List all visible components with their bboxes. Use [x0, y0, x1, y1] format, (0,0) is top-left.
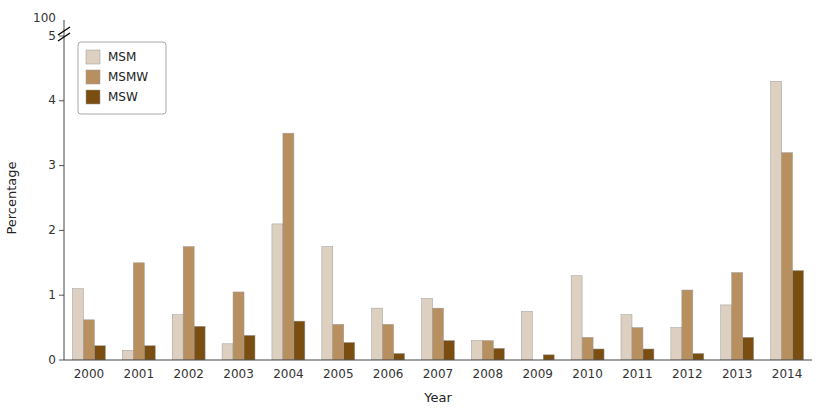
bar	[682, 290, 693, 360]
bar	[133, 263, 144, 360]
bar	[793, 271, 804, 360]
x-tick-label: 2009	[522, 367, 553, 381]
bars	[72, 81, 803, 360]
bar	[571, 276, 582, 360]
bar	[482, 341, 493, 360]
bar	[543, 355, 554, 360]
bar	[233, 292, 244, 360]
bar	[632, 328, 643, 360]
bar	[621, 315, 632, 360]
legend-label: MSM	[108, 50, 136, 64]
bar	[732, 273, 743, 360]
x-tick-label: 2004	[273, 367, 304, 381]
bar	[194, 326, 205, 360]
axis-break	[58, 33, 70, 41]
annotation: 100	[33, 11, 56, 25]
x-axis	[64, 360, 812, 361]
x-tick-label: 2014	[772, 367, 803, 381]
x-tick-label: 2012	[672, 367, 703, 381]
y-tick	[59, 360, 64, 361]
y-axis	[64, 20, 65, 360]
bar	[593, 349, 604, 360]
bar	[394, 354, 405, 360]
bar	[272, 224, 283, 360]
bar	[83, 320, 94, 360]
y-tick-label: 3	[48, 158, 56, 172]
bar	[422, 298, 433, 360]
bar	[582, 337, 593, 360]
bar	[222, 344, 233, 360]
bar	[372, 308, 383, 360]
bar	[172, 315, 183, 360]
x-tick-label: 2001	[124, 367, 155, 381]
bar	[721, 305, 732, 360]
legend-box	[78, 42, 166, 114]
x-tick-label: 2013	[722, 367, 753, 381]
bar	[433, 308, 444, 360]
legend-swatch	[86, 90, 100, 104]
y-tick	[59, 165, 64, 166]
bar	[771, 81, 782, 360]
bar	[643, 349, 654, 360]
y-tick-label: 2	[48, 223, 56, 237]
y-tick	[59, 230, 64, 231]
bar	[344, 343, 355, 360]
x-tick-label: 2008	[473, 367, 504, 381]
y-axis-label: Percentage	[4, 161, 19, 234]
bar	[183, 247, 194, 360]
legend: MSM MSMW MSW	[78, 42, 166, 114]
bar	[782, 153, 793, 360]
x-tick-label: 2007	[423, 367, 454, 381]
legend-label: MSMW	[108, 70, 148, 84]
bar	[94, 346, 105, 360]
bar	[671, 328, 682, 360]
y-tick	[59, 295, 64, 296]
x-tick-label: 2010	[572, 367, 603, 381]
y-tick-label: 4	[48, 93, 56, 107]
y-tick-label: 5	[48, 29, 56, 43]
bar	[122, 350, 133, 360]
legend-swatch	[86, 50, 100, 64]
bar	[244, 335, 255, 360]
bar	[443, 341, 454, 360]
x-tick-label: 2011	[622, 367, 653, 381]
x-tick-label: 2003	[223, 367, 254, 381]
y-tick	[59, 36, 64, 37]
bar	[333, 324, 344, 360]
bar	[144, 346, 155, 360]
bar	[743, 337, 754, 360]
bar	[294, 321, 305, 360]
bar	[471, 341, 482, 360]
bar	[72, 289, 83, 360]
bar	[322, 247, 333, 360]
y-tick	[59, 100, 64, 101]
bar	[493, 348, 504, 360]
chart: 0 1 2 3 4 5 2000 2001 2002 2003 2004 2005 2006 2007 20…	[0, 0, 828, 412]
x-tick-label: 2002	[173, 367, 204, 381]
x-tick-label: 2005	[323, 367, 354, 381]
bar	[283, 133, 294, 360]
bar	[383, 324, 394, 360]
y-tick-label: 1	[48, 288, 56, 302]
legend-swatch	[86, 70, 100, 84]
bar	[693, 354, 704, 360]
x-axis-label: Year	[423, 390, 452, 405]
x-tick-label: 2006	[373, 367, 404, 381]
y-tick-label: 0	[48, 353, 56, 367]
legend-label: MSW	[108, 90, 138, 104]
bar	[521, 311, 532, 360]
chart-container: 0 1 2 3 4 5 2000 2001 2002 2003 2004 2005 2006 2007 20…	[0, 0, 828, 412]
x-tick-label: 2000	[74, 367, 105, 381]
